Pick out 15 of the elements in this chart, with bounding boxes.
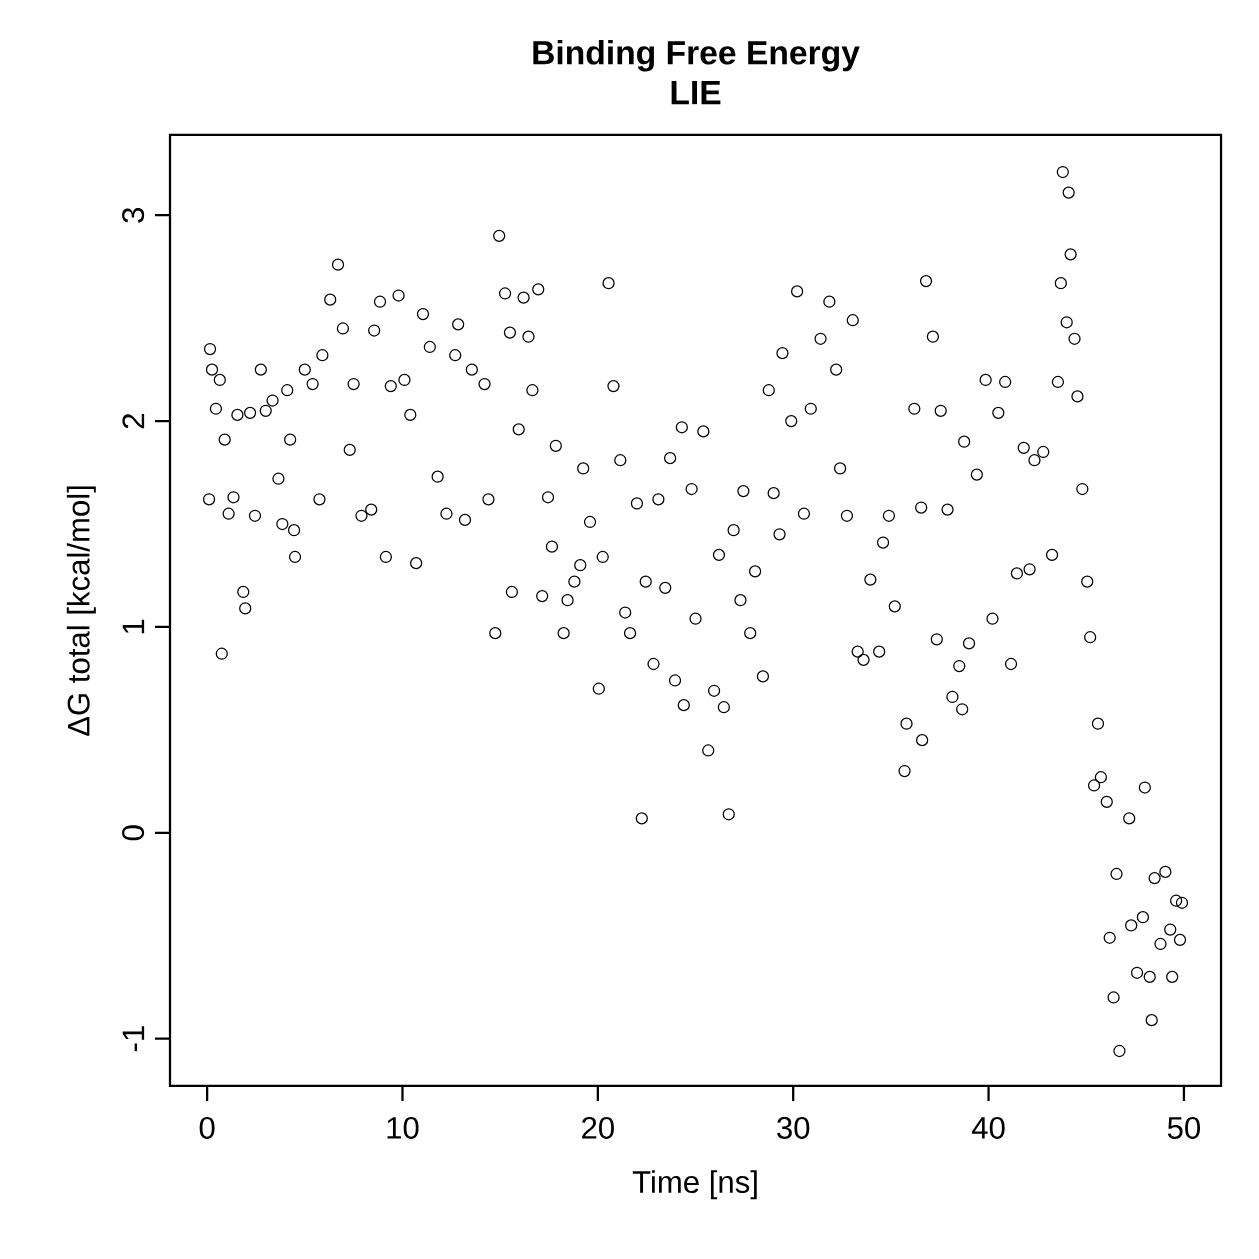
x-tick-label: 50 <box>1167 1116 1201 1139</box>
y-tick-label: 0 <box>122 825 145 841</box>
y-tick-label: 2 <box>122 414 145 429</box>
x-axis-title: Time [ns] <box>632 1170 757 1200</box>
y-tick-label: 1 <box>122 619 145 634</box>
y-axis-title: ΔG total [kcal/mol] <box>66 486 96 736</box>
y-tick-label: -1 <box>122 1026 145 1052</box>
y-tick-label: 3 <box>122 207 145 223</box>
x-tick-label: 40 <box>971 1116 1005 1139</box>
x-tick-label: 0 <box>199 1116 215 1139</box>
chart-subtitle: LIE <box>671 81 721 105</box>
x-tick-label: 20 <box>582 1116 614 1139</box>
x-tick-label: 30 <box>777 1116 810 1139</box>
x-tick-label: 10 <box>387 1116 419 1139</box>
chart-title: Binding Free Energy <box>533 39 860 72</box>
